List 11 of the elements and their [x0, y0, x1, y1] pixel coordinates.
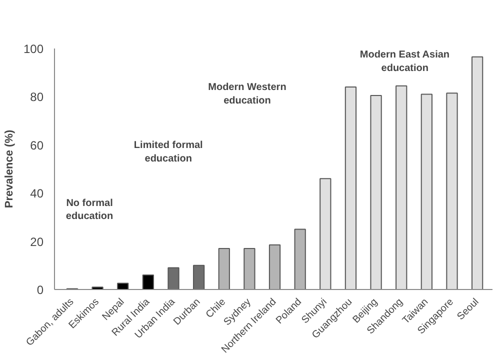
annotation: Limited formal education [134, 140, 204, 164]
y-tick-label: 60 [30, 138, 44, 152]
y-axis-title: Prevalence (%) [3, 130, 16, 208]
y-tick-label: 20 [30, 234, 44, 249]
y-tick-label: 80 [30, 90, 44, 104]
annotation: Modern Western education [208, 82, 286, 106]
y-tick-label: 100 [23, 42, 44, 56]
y-tick-label: 0 [36, 283, 44, 297]
annotation: Modern East Asian education [360, 50, 450, 74]
y-tick-label: 40 [30, 186, 44, 201]
annotation: No formal education [66, 198, 114, 222]
